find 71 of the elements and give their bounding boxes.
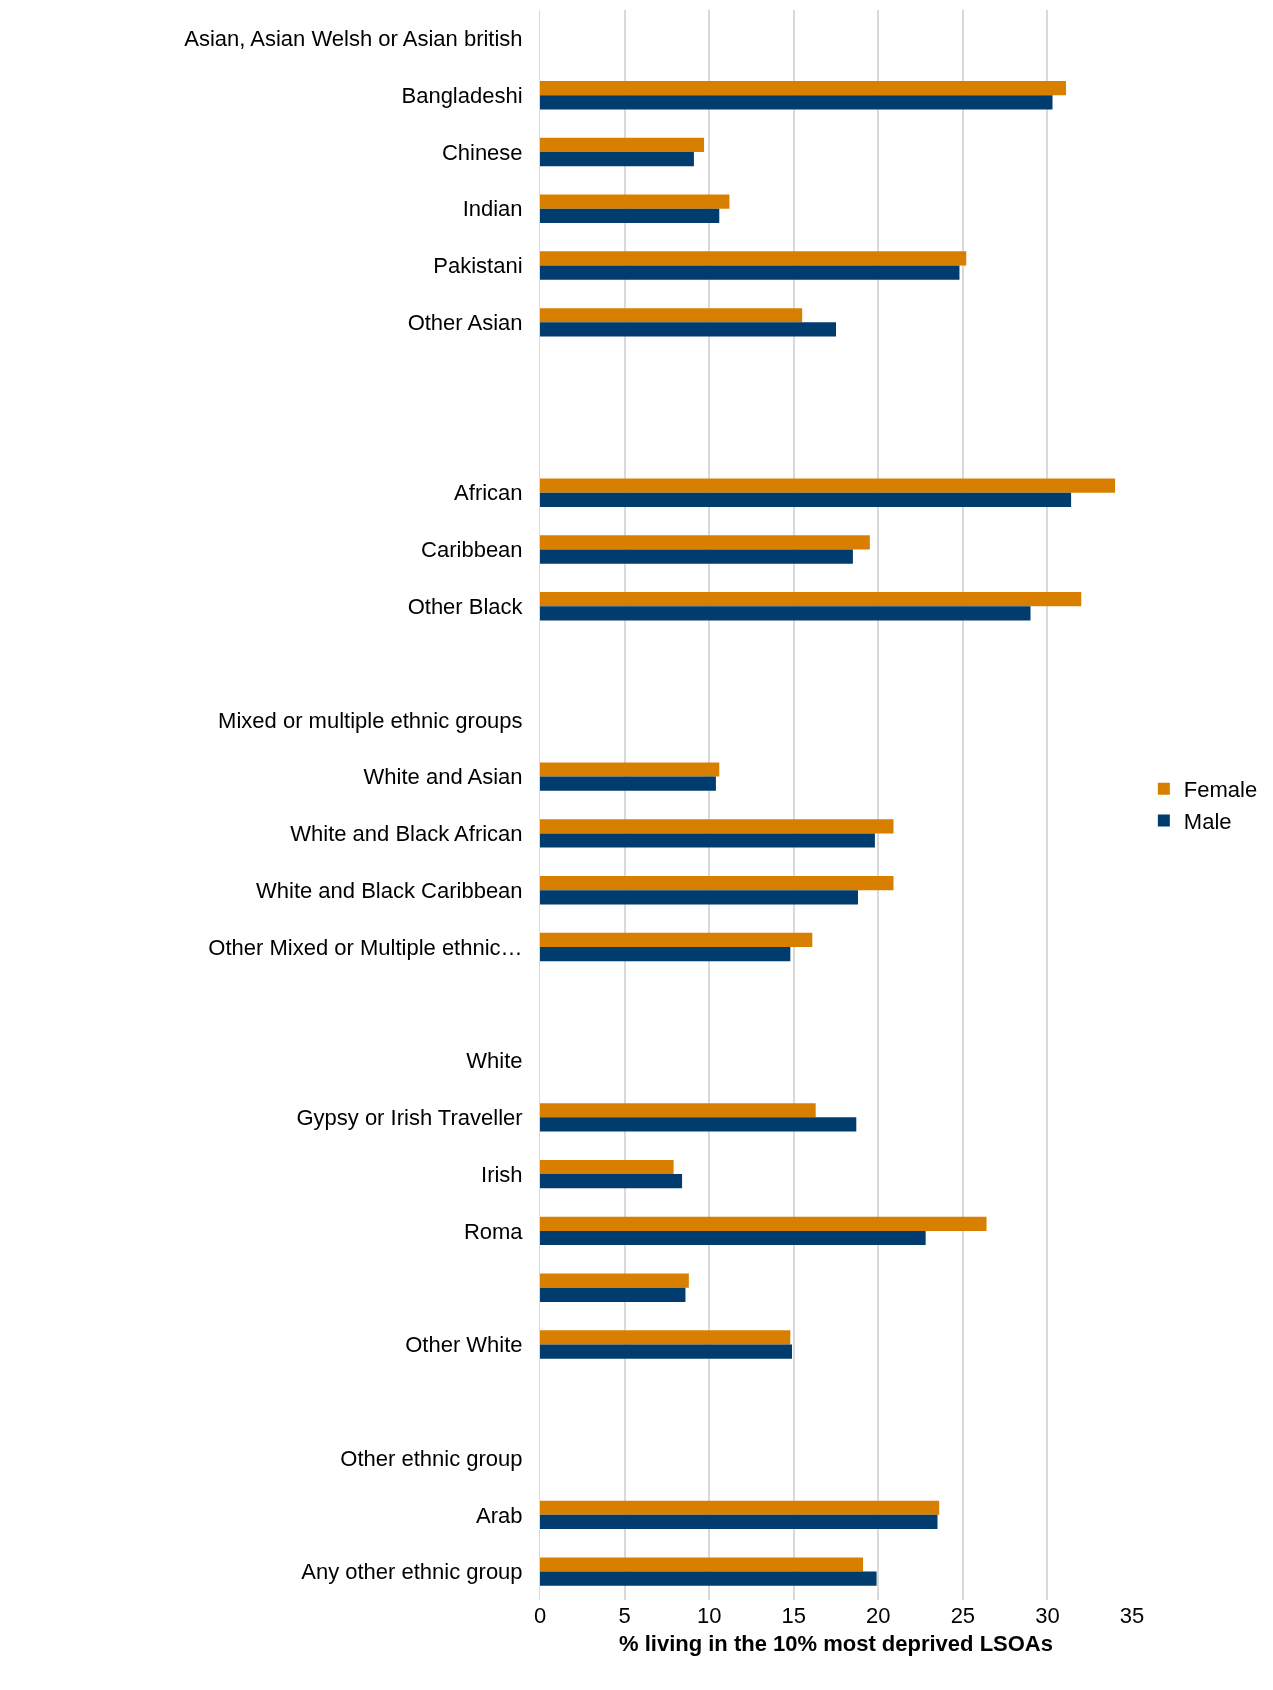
x-tick-label: 30 [1035,1603,1060,1628]
y-tick-label: Gypsy or Irish Traveller [296,1105,523,1131]
bar [540,1117,857,1132]
bar [540,1571,877,1586]
y-tick-label: Chinese [441,139,523,165]
bar [540,875,894,891]
bar [540,1273,689,1288]
bar [540,251,967,266]
y-tick-label: White and Black Caribbean [256,877,523,903]
x-axis-title: % living in the 10% most deprived LSOAs [619,1630,1053,1656]
y-tick-label: Arab [476,1502,523,1528]
bar [540,833,875,848]
bar [540,1557,864,1572]
x-tick-label: 15 [781,1603,806,1628]
y-tick-label: Pakistani [433,253,523,279]
bar [540,308,803,323]
bar [540,1230,926,1246]
y-tick-label: Other Asian [407,310,523,336]
bar [540,137,705,152]
bar [540,322,836,337]
y-tick-label: African [454,480,523,506]
y-tick-label: White and Asian [363,764,523,790]
y-tick-label: Mixed or multiple ethnic groups [218,707,523,733]
y-tick-label: Caribbean [421,537,523,563]
y-tick-label: Indian [462,196,523,222]
y-tick-label: Bangladeshi [401,82,523,108]
bar [540,95,1053,110]
bar [540,265,960,280]
y-tick-label: Asian, Asian Welsh or Asian british [184,26,523,52]
bar [540,535,870,550]
bar [540,1514,938,1530]
y-tick-label: White [466,1048,523,1074]
y-tick-label: Irish [481,1161,523,1187]
bar [540,1216,987,1231]
bar [540,1344,793,1359]
x-tick-label: 5 [618,1603,631,1628]
bar [540,549,853,564]
bar [540,776,716,791]
x-tick-label: 10 [696,1603,722,1628]
legend-label: Male [1183,808,1232,834]
bar [540,1287,686,1302]
bar [540,478,1116,493]
bar [540,492,1072,507]
y-tick-label: Other Mixed or Multiple ethnic… [208,934,523,960]
bar [540,1103,816,1118]
bar [540,946,791,962]
y-tick-label: White and Black African [290,821,523,847]
bar [540,1330,791,1345]
bar [540,819,894,834]
bar [540,208,720,223]
bar [540,592,1082,607]
bar [540,80,1067,96]
bar [540,932,813,947]
bar [540,1174,683,1189]
y-tick-label: Other ethnic group [340,1445,523,1471]
x-tick-label: 25 [950,1603,976,1628]
bar [540,1159,674,1175]
y-tick-label: Roma [463,1218,524,1244]
x-tick-label: 20 [866,1603,891,1628]
bar [540,606,1031,621]
bar [540,890,858,905]
bar [540,762,720,777]
x-tick-label: 0 [533,1603,547,1628]
y-tick-label: Other Black [407,593,524,619]
y-tick-label: Other White [405,1332,523,1358]
bar [540,151,694,167]
bar [540,194,730,209]
y-tick-label: Any other ethnic group [301,1559,523,1585]
legend-label: Female [1183,777,1258,803]
x-tick-label: 35 [1119,1603,1145,1628]
bar [540,1500,940,1515]
